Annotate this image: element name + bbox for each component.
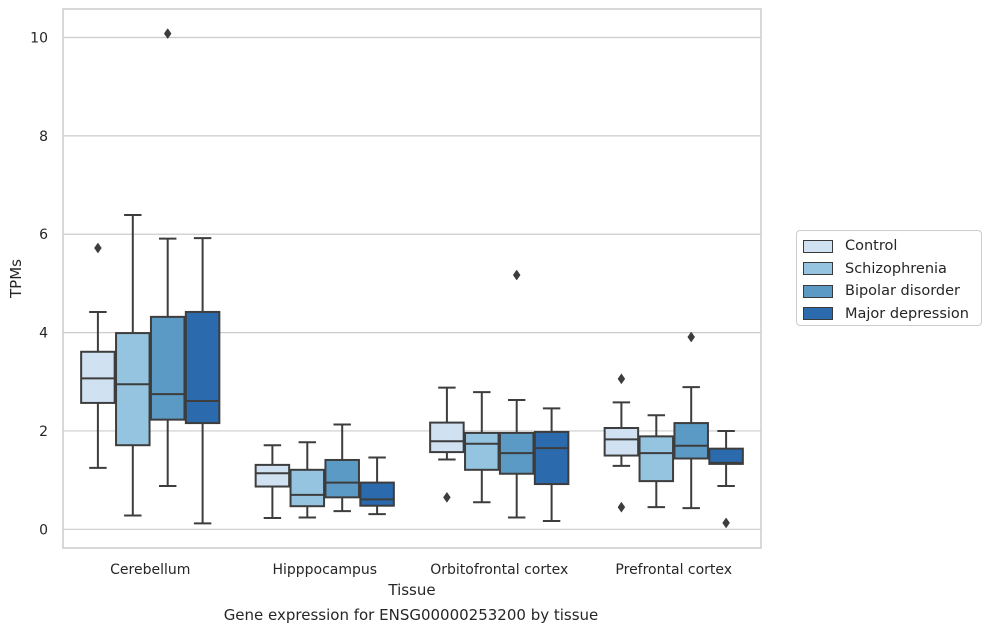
box-plot [533, 407, 570, 522]
box [603, 427, 640, 457]
box [708, 447, 744, 465]
box-plot [638, 414, 675, 509]
legend-swatch [803, 262, 833, 276]
outlier-point [163, 28, 172, 40]
y-axis-label: TPMs [7, 259, 25, 299]
outlier-point [617, 373, 626, 385]
y-tick-label: 2 [39, 424, 48, 440]
box-plot [149, 28, 186, 488]
x-tick-label: Orbitofrontal cortex [430, 562, 568, 578]
outlier-point [443, 491, 451, 503]
y-tick-label: 4 [39, 326, 48, 342]
box [324, 458, 360, 499]
box-plot [80, 242, 116, 469]
legend-swatch [803, 239, 833, 253]
box-plot [464, 391, 500, 504]
outlier-point [687, 331, 696, 343]
box [638, 435, 675, 483]
legend-item: Control [803, 235, 981, 258]
box [184, 310, 221, 425]
legend-item: Bipolar disorder [803, 280, 981, 303]
box [254, 463, 291, 488]
y-axis-ticks: 0 2 4 6 8 10 [30, 31, 48, 539]
y-tick-label: 6 [39, 227, 48, 243]
box-plot [289, 441, 326, 519]
plot-frame [62, 8, 762, 549]
outlier-point [722, 517, 730, 529]
x-axis-ticks: Cerebellum Hipppocampus Orbitofrontal cort… [110, 562, 732, 578]
y-tick-label: 10 [30, 31, 48, 47]
box-plot [324, 423, 360, 513]
box [289, 468, 326, 508]
legend: Control Schizophrenia Bipolar disorder Majo… [796, 230, 982, 326]
box-plot [359, 456, 395, 516]
box-plot [184, 237, 221, 525]
legend-label: Bipolar disorder [845, 283, 960, 300]
x-tick-label: Cerebellum [110, 562, 190, 578]
box-plot [603, 373, 640, 513]
box-plot [708, 429, 744, 529]
legend-label: Control [845, 238, 898, 255]
box [429, 421, 465, 454]
box-plot [673, 331, 709, 510]
outlier-point [512, 269, 521, 281]
x-tick-label: Prefrontal cortex [615, 562, 732, 578]
outlier-point [617, 501, 626, 513]
legend-swatch [803, 284, 833, 298]
y-tick-label: 8 [39, 129, 48, 145]
x-axis-label: Tissue [387, 581, 435, 599]
box-plot [429, 386, 465, 503]
box-plot [498, 269, 535, 519]
box-plots [80, 28, 744, 529]
legend-item: Major depression [803, 303, 981, 326]
legend-swatch [803, 307, 833, 321]
box [149, 315, 186, 421]
box [115, 332, 151, 447]
box [673, 422, 709, 460]
legend-label: Major depression [845, 305, 969, 322]
y-tick-label: 0 [39, 522, 48, 538]
box [359, 481, 395, 507]
box-plot [115, 214, 151, 517]
legend-label: Schizophrenia [845, 260, 947, 277]
figure-caption: Gene expression for ENSG00000253200 by t… [223, 606, 599, 624]
box-plot [254, 444, 291, 520]
box [464, 431, 500, 471]
box [533, 430, 570, 486]
outlier-point [94, 242, 102, 254]
legend-item: Schizophrenia [803, 258, 981, 281]
x-tick-label: Hipppocampus [272, 562, 377, 578]
